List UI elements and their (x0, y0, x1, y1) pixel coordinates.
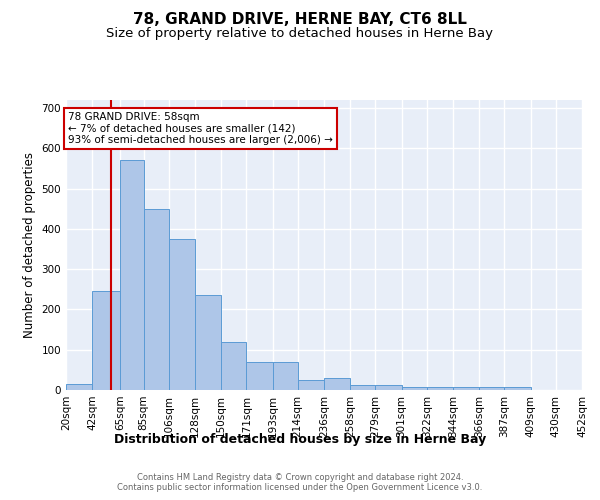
Bar (453, 387, 479, 390)
Y-axis label: Number of detached properties: Number of detached properties (23, 152, 36, 338)
Bar (92, 292, 120, 390)
Bar (143, 209, 169, 390)
Bar (427, 387, 453, 390)
Bar (479, 387, 505, 390)
Bar (582, 388, 600, 390)
Bar (298, 380, 324, 390)
Bar (120, 160, 143, 390)
Bar (221, 342, 247, 390)
Text: Contains HM Land Registry data © Crown copyright and database right 2024.
Contai: Contains HM Land Registry data © Crown c… (118, 472, 482, 492)
Bar (195, 296, 221, 390)
Text: Size of property relative to detached houses in Herne Bay: Size of property relative to detached ho… (107, 28, 493, 40)
Text: 78 GRAND DRIVE: 58sqm
← 7% of detached houses are smaller (142)
93% of semi-deta: 78 GRAND DRIVE: 58sqm ← 7% of detached h… (68, 112, 333, 146)
Bar (247, 362, 272, 390)
Text: 78, GRAND DRIVE, HERNE BAY, CT6 8LL: 78, GRAND DRIVE, HERNE BAY, CT6 8LL (133, 12, 467, 28)
Bar (401, 387, 427, 390)
Text: Distribution of detached houses by size in Herne Bay: Distribution of detached houses by size … (114, 432, 486, 446)
Bar (350, 385, 376, 390)
Bar (324, 378, 350, 390)
Bar (505, 387, 530, 390)
Bar (376, 385, 401, 390)
Bar (272, 362, 298, 390)
Bar (66, 384, 92, 390)
Bar (169, 239, 195, 390)
